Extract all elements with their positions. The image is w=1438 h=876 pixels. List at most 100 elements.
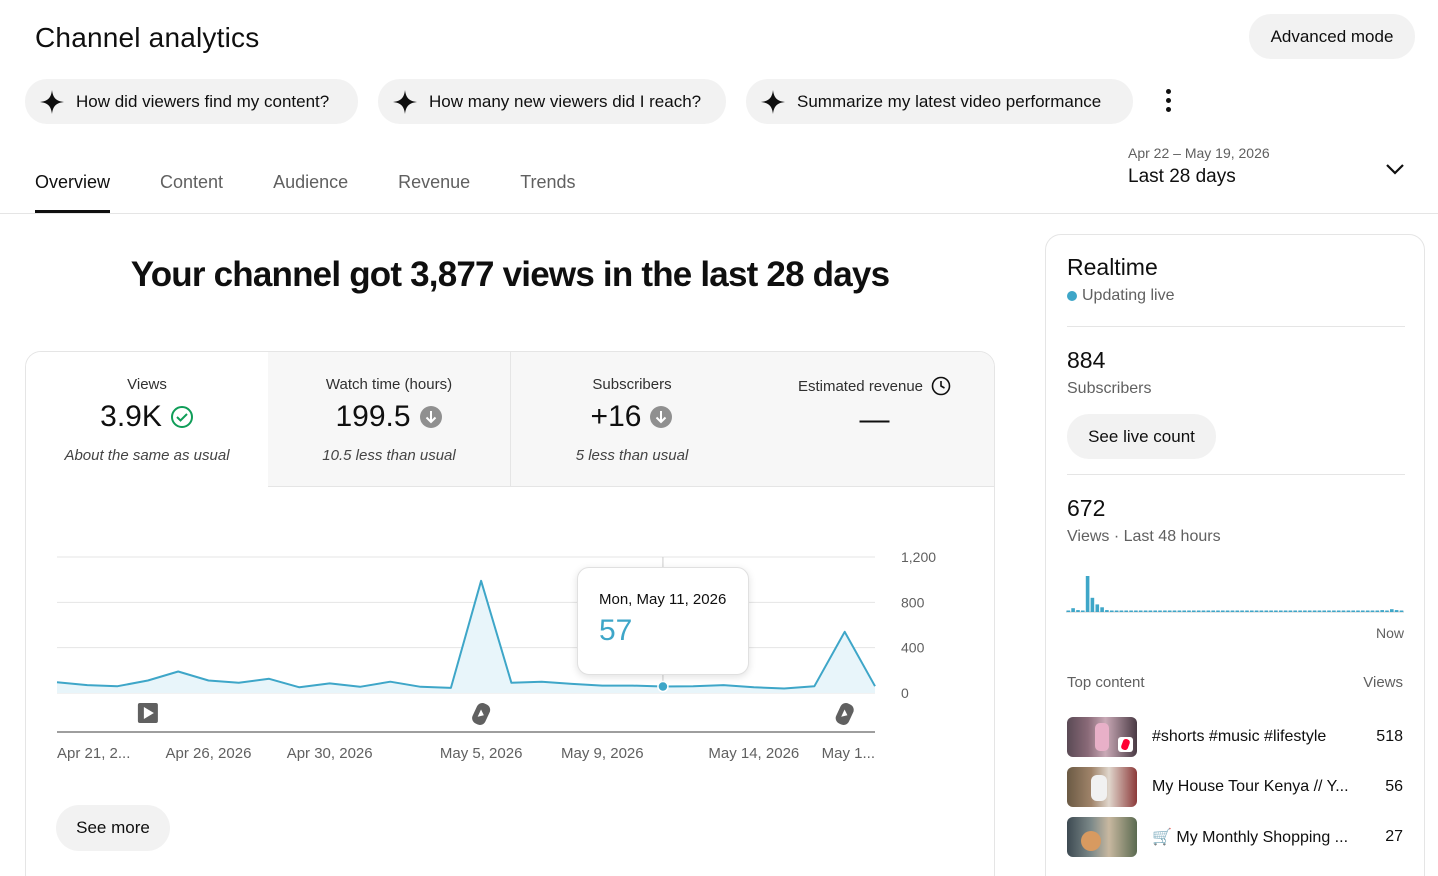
x-tick-label: May 1...: [822, 745, 875, 762]
video-thumbnail: [1067, 817, 1137, 857]
video-icon-play: [143, 707, 154, 719]
tab-content[interactable]: Content: [160, 172, 224, 192]
more-options-icon[interactable]: [1156, 84, 1180, 116]
sparkline-bar: [1124, 610, 1128, 612]
divider: [1067, 474, 1405, 475]
metric-tile-watch-time[interactable]: Watch time (hours) 199.5 10.5 less than …: [268, 352, 511, 487]
metric-tile-revenue[interactable]: Estimated revenue —: [753, 352, 994, 487]
metric-value: +16: [590, 400, 642, 433]
advanced-mode-button[interactable]: Advanced mode: [1249, 14, 1415, 59]
top-content-title: My House Tour Kenya // Y...: [1152, 778, 1349, 795]
sparkline-bar: [1240, 610, 1244, 612]
sparkline-bar: [1148, 610, 1153, 612]
x-tick-label: May 5, 2026: [440, 745, 523, 762]
realtime-live-status: Updating live: [1067, 287, 1175, 305]
realtime-views-label: Views · Last 48 hours: [1067, 528, 1221, 545]
tab-overview[interactable]: Overview: [35, 160, 111, 213]
x-tick-label: Apr 26, 2026: [166, 745, 252, 762]
sparkline-bar: [1264, 610, 1269, 612]
views-headline: Your channel got 3,877 views in the last…: [130, 255, 890, 294]
realtime-title: Realtime: [1067, 254, 1158, 280]
sparkline-bar: [1259, 610, 1264, 612]
metric-label: Watch time (hours): [325, 376, 453, 393]
top-content-title: #shorts #music #lifestyle: [1152, 728, 1327, 745]
arrow-down-circle-icon: [650, 406, 673, 428]
sparkline-bar: [1177, 610, 1182, 612]
metrics-card: Views 3.9K About the same as usual Watch…: [25, 351, 995, 876]
sparkline-bar: [1327, 610, 1331, 612]
metric-note: 5 less than usual: [575, 447, 689, 464]
chip-label: How many new viewers did I reach?: [429, 91, 702, 111]
shorts-icon: [472, 703, 491, 725]
x-tick-label: May 9, 2026: [561, 745, 644, 762]
sparkline-bar: [1221, 610, 1225, 612]
live-dot-icon: [1067, 291, 1077, 301]
sparkline-bar: [1288, 610, 1293, 612]
sparkline-bar: [1192, 610, 1196, 612]
top-content-row[interactable]: 🛒 My Monthly Shopping ... 27: [1067, 817, 1403, 857]
series-line: [56, 579, 876, 690]
sparkline-bar: [1279, 610, 1283, 612]
sparkline-bar: [1119, 610, 1124, 612]
video-thumbnail: [1067, 717, 1137, 757]
sparkline-bar: [1298, 610, 1302, 612]
top-content-views: 27: [1385, 828, 1403, 845]
top-content-row[interactable]: My House Tour Kenya // Y... 56: [1067, 767, 1403, 807]
metric-note: 10.5 less than usual: [322, 447, 456, 464]
sparkle-icon: [761, 89, 785, 114]
metric-label: Estimated revenue: [797, 377, 924, 395]
sparkline-bar: [1158, 610, 1162, 612]
realtime-subscribers-count: 884: [1067, 347, 1106, 373]
highlight-point: [657, 680, 669, 693]
divider: [1067, 326, 1405, 327]
sparkline-bar: [1336, 610, 1341, 612]
see-live-count-button[interactable]: See live count: [1067, 414, 1216, 459]
sparkline-bar: [1143, 610, 1148, 612]
sparkline-bar: [1163, 610, 1167, 612]
shorts-icon: [835, 703, 854, 725]
sparkline-bar: [1385, 610, 1389, 612]
sparkline-bar: [1110, 610, 1114, 612]
sparkline-bar: [1269, 610, 1273, 612]
suggestion-chip-new-viewers[interactable]: How many new viewers did I reach?: [378, 79, 726, 124]
sparkline-bar: [1225, 610, 1230, 612]
suggestion-chip-viewers-find[interactable]: How did viewers find my content?: [25, 79, 358, 124]
check-circle-icon: [170, 406, 193, 428]
sparkline-bar: [1235, 610, 1240, 612]
tab-trends[interactable]: Trends: [520, 172, 576, 192]
realtime-sparkline[interactable]: [1066, 570, 1406, 620]
top-content-title: 🛒 My Monthly Shopping ...: [1152, 829, 1349, 846]
tab-divider: [0, 213, 1438, 214]
tab-audience[interactable]: Audience: [273, 172, 349, 192]
sparkline-bar: [1390, 609, 1394, 612]
sparkline-bar: [1216, 610, 1220, 612]
clock-icon: [931, 376, 951, 396]
metric-tile-subscribers[interactable]: Subscribers +16 5 less than usual: [511, 352, 754, 487]
sparkline-bar: [1167, 610, 1172, 612]
realtime-views-count: 672: [1067, 495, 1106, 521]
sparkline-bar: [1211, 610, 1215, 612]
sparkline-bar: [1129, 610, 1133, 612]
suggestion-chip-summarize[interactable]: Summarize my latest video performance: [746, 79, 1133, 124]
sparkline-bar: [1356, 610, 1360, 612]
tab-revenue[interactable]: Revenue: [398, 172, 471, 192]
metric-tile-views[interactable]: Views 3.9K About the same as usual: [26, 352, 269, 487]
top-content-views: 56: [1385, 778, 1403, 795]
sparkle-icon: [40, 89, 64, 114]
sparkline-bar: [1105, 610, 1109, 612]
chip-label: How did viewers find my content?: [76, 91, 330, 111]
chevron-down-icon[interactable]: [1384, 158, 1406, 180]
sparkline-bar: [1274, 610, 1278, 612]
top-content-row[interactable]: #shorts #music #lifestyle 518: [1067, 717, 1403, 757]
sparkline-bar: [1085, 576, 1090, 612]
views-chart[interactable]: 1,200 800 400 0 Apr 21, 2... Apr 26, 2026 Apr …: [0, 0, 1020, 800]
sparkline-bar: [1076, 610, 1080, 612]
sparkline-bar: [1394, 610, 1399, 612]
sparkline-bar: [1312, 610, 1317, 612]
see-more-button[interactable]: See more: [56, 805, 170, 851]
sparkline-bar: [1307, 610, 1312, 612]
metric-value: —: [859, 403, 890, 436]
date-range-picker[interactable]: Apr 22 – May 19, 2026 Last 28 days: [1128, 145, 1270, 188]
tooltip-date: Mon, May 11, 2026: [599, 591, 727, 608]
page-title: Channel analytics: [35, 22, 260, 53]
